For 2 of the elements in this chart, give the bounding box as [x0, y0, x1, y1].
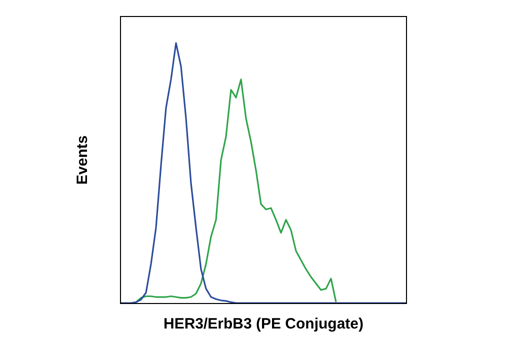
x-axis-title: HER3/ErbB3 (PE Conjugate) [163, 316, 364, 333]
y-axis-title: Events [74, 135, 92, 185]
